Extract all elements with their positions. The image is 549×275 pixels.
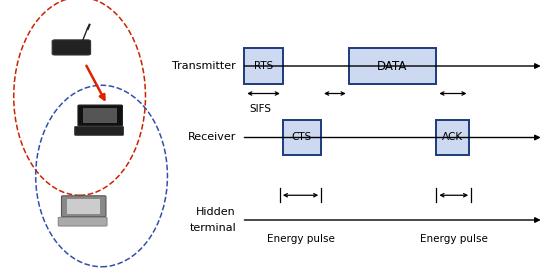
Text: Energy pulse: Energy pulse [420,234,488,244]
FancyBboxPatch shape [52,40,91,55]
Text: Transmitter: Transmitter [172,61,236,71]
Bar [67,199,100,214]
FancyBboxPatch shape [58,217,107,226]
Text: SIFS: SIFS [250,104,272,114]
Text: CTS: CTS [292,133,312,142]
Text: Receiver: Receiver [188,133,236,142]
Text: DATA: DATA [377,59,408,73]
Bar [436,120,469,155]
Bar [83,108,117,123]
Text: Energy pulse: Energy pulse [267,234,334,244]
Text: Hidden: Hidden [197,207,236,217]
Text: ACK: ACK [442,133,463,142]
Text: RTS: RTS [254,61,273,71]
Bar [283,120,321,155]
FancyBboxPatch shape [75,126,124,135]
Text: terminal: terminal [189,223,236,233]
Bar [349,48,436,84]
FancyBboxPatch shape [61,196,106,217]
FancyBboxPatch shape [78,105,122,126]
Bar [244,48,283,84]
